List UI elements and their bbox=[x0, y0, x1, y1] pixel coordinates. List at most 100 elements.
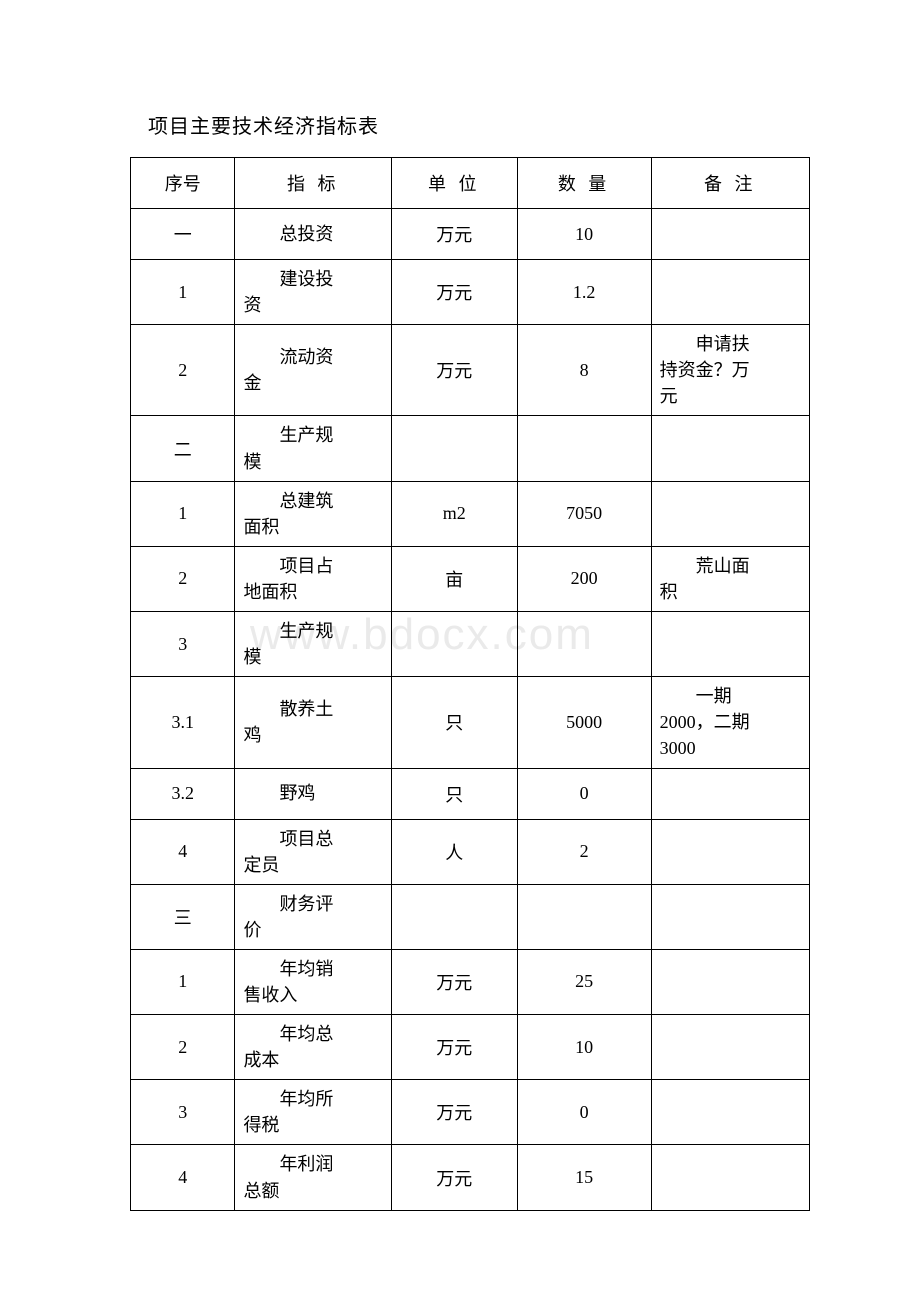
cell-qty: 10 bbox=[517, 209, 651, 260]
cell-unit: 只 bbox=[392, 677, 517, 768]
table-row: 4年利润总额万元15 bbox=[131, 1145, 810, 1210]
cell-seq: 4 bbox=[131, 819, 235, 884]
cell-note bbox=[651, 768, 809, 819]
cell-qty bbox=[517, 884, 651, 949]
cell-seq: 3.2 bbox=[131, 768, 235, 819]
table-row: 1建设投资万元1.2 bbox=[131, 260, 810, 325]
cell-note bbox=[651, 1015, 809, 1080]
cell-indicator: 生产规模 bbox=[235, 612, 392, 677]
cell-seq: 1 bbox=[131, 260, 235, 325]
cell-note bbox=[651, 416, 809, 481]
cell-qty: 0 bbox=[517, 1080, 651, 1145]
document-page: www.bdocx.com 项目主要技术经济指标表 序号 指 标 单 位 数 量… bbox=[0, 0, 920, 1251]
cell-note bbox=[651, 1080, 809, 1145]
cell-qty: 7050 bbox=[517, 481, 651, 546]
cell-qty: 2 bbox=[517, 819, 651, 884]
cell-seq: 3 bbox=[131, 1080, 235, 1145]
cell-qty: 5000 bbox=[517, 677, 651, 768]
table-row: 4项目总定员人2 bbox=[131, 819, 810, 884]
cell-note bbox=[651, 612, 809, 677]
cell-indicator: 建设投资 bbox=[235, 260, 392, 325]
cell-qty: 0 bbox=[517, 768, 651, 819]
cell-indicator: 总建筑面积 bbox=[235, 481, 392, 546]
cell-qty: 10 bbox=[517, 1015, 651, 1080]
table-row: 二生产规模 bbox=[131, 416, 810, 481]
table-row: 3年均所得税万元0 bbox=[131, 1080, 810, 1145]
cell-qty: 25 bbox=[517, 949, 651, 1014]
cell-note: 一期2000，二期3000 bbox=[651, 677, 809, 768]
cell-unit bbox=[392, 884, 517, 949]
cell-seq: 2 bbox=[131, 1015, 235, 1080]
cell-indicator: 流动资金 bbox=[235, 325, 392, 416]
cell-unit: m2 bbox=[392, 481, 517, 546]
page-title: 项目主要技术经济指标表 bbox=[148, 110, 810, 139]
cell-qty: 8 bbox=[517, 325, 651, 416]
col-header-unit: 单 位 bbox=[392, 158, 517, 209]
cell-note bbox=[651, 884, 809, 949]
cell-unit: 万元 bbox=[392, 949, 517, 1014]
col-header-qty: 数 量 bbox=[517, 158, 651, 209]
cell-seq: 1 bbox=[131, 949, 235, 1014]
table-row: 2流动资金万元8申请扶持资金？万元 bbox=[131, 325, 810, 416]
cell-unit: 只 bbox=[392, 768, 517, 819]
cell-unit: 万元 bbox=[392, 260, 517, 325]
cell-indicator: 年均总成本 bbox=[235, 1015, 392, 1080]
table-row: 3.1散养土鸡只5000一期2000，二期3000 bbox=[131, 677, 810, 768]
cell-indicator: 年均所得税 bbox=[235, 1080, 392, 1145]
cell-unit bbox=[392, 416, 517, 481]
cell-seq: 二 bbox=[131, 416, 235, 481]
cell-seq: 2 bbox=[131, 325, 235, 416]
cell-indicator: 财务评价 bbox=[235, 884, 392, 949]
cell-indicator: 年均销售收入 bbox=[235, 949, 392, 1014]
cell-unit bbox=[392, 612, 517, 677]
table-row: 1总建筑面积m27050 bbox=[131, 481, 810, 546]
cell-unit: 亩 bbox=[392, 546, 517, 611]
cell-indicator: 野鸡 bbox=[235, 768, 392, 819]
cell-indicator: 项目占地面积 bbox=[235, 546, 392, 611]
col-header-note: 备 注 bbox=[651, 158, 809, 209]
cell-seq: 三 bbox=[131, 884, 235, 949]
cell-qty: 200 bbox=[517, 546, 651, 611]
cell-seq: 一 bbox=[131, 209, 235, 260]
table-row: 2年均总成本万元10 bbox=[131, 1015, 810, 1080]
cell-note: 申请扶持资金？万元 bbox=[651, 325, 809, 416]
table-row: 三财务评价 bbox=[131, 884, 810, 949]
cell-qty bbox=[517, 612, 651, 677]
table-row: 3.2野鸡只0 bbox=[131, 768, 810, 819]
cell-unit: 万元 bbox=[392, 1015, 517, 1080]
cell-indicator: 年利润总额 bbox=[235, 1145, 392, 1210]
cell-note bbox=[651, 260, 809, 325]
cell-seq: 2 bbox=[131, 546, 235, 611]
cell-indicator: 生产规模 bbox=[235, 416, 392, 481]
cell-qty: 15 bbox=[517, 1145, 651, 1210]
indicator-table: 序号 指 标 单 位 数 量 备 注 一总投资万元101建设投资万元1.22流动… bbox=[130, 157, 810, 1211]
cell-qty bbox=[517, 416, 651, 481]
cell-indicator: 散养土鸡 bbox=[235, 677, 392, 768]
cell-seq: 1 bbox=[131, 481, 235, 546]
table-body: 一总投资万元101建设投资万元1.22流动资金万元8申请扶持资金？万元二生产规模… bbox=[131, 209, 810, 1211]
cell-qty: 1.2 bbox=[517, 260, 651, 325]
table-row: 1年均销售收入万元25 bbox=[131, 949, 810, 1014]
cell-unit: 万元 bbox=[392, 209, 517, 260]
cell-note bbox=[651, 949, 809, 1014]
cell-note: 荒山面积 bbox=[651, 546, 809, 611]
cell-note bbox=[651, 1145, 809, 1210]
col-header-seq: 序号 bbox=[131, 158, 235, 209]
table-row: 3生产规模 bbox=[131, 612, 810, 677]
cell-indicator: 总投资 bbox=[235, 209, 392, 260]
table-header-row: 序号 指 标 单 位 数 量 备 注 bbox=[131, 158, 810, 209]
col-header-indicator: 指 标 bbox=[235, 158, 392, 209]
table-row: 一总投资万元10 bbox=[131, 209, 810, 260]
cell-seq: 3 bbox=[131, 612, 235, 677]
cell-note bbox=[651, 819, 809, 884]
cell-unit: 万元 bbox=[392, 325, 517, 416]
cell-unit: 万元 bbox=[392, 1145, 517, 1210]
cell-note bbox=[651, 209, 809, 260]
cell-unit: 人 bbox=[392, 819, 517, 884]
cell-seq: 3.1 bbox=[131, 677, 235, 768]
cell-indicator: 项目总定员 bbox=[235, 819, 392, 884]
cell-note bbox=[651, 481, 809, 546]
cell-unit: 万元 bbox=[392, 1080, 517, 1145]
table-row: 2项目占地面积亩200荒山面积 bbox=[131, 546, 810, 611]
cell-seq: 4 bbox=[131, 1145, 235, 1210]
